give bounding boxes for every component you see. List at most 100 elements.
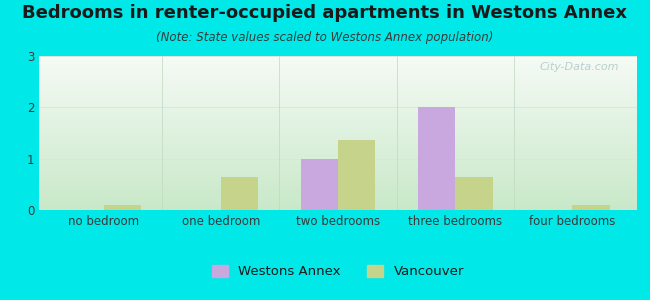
Bar [300, 158, 338, 210]
Bar [39, 187, 637, 188]
Bar [39, 152, 637, 153]
Bar [39, 74, 637, 75]
Bar [39, 90, 637, 91]
Bar [39, 185, 637, 186]
Bar [39, 94, 637, 95]
Bar [39, 97, 637, 98]
Bar [39, 110, 637, 111]
Bar [39, 111, 637, 112]
Bar [39, 103, 637, 104]
Bar [39, 206, 637, 207]
Bar [39, 164, 637, 165]
Bar [39, 203, 637, 204]
Bar [39, 91, 637, 92]
Bar [39, 182, 637, 183]
Bar [39, 173, 637, 174]
Bar [39, 150, 637, 151]
Bar [39, 115, 637, 116]
Bar [39, 207, 637, 208]
Bar [39, 87, 637, 88]
Bar [39, 142, 637, 143]
Bar [39, 83, 637, 84]
Bar [39, 84, 637, 85]
Bar [39, 88, 637, 89]
Bar [39, 104, 637, 105]
Bar [39, 140, 637, 141]
Bar [39, 78, 637, 79]
Bar [39, 73, 637, 74]
Bar [39, 144, 637, 145]
Bar [39, 191, 637, 192]
Bar [39, 148, 637, 149]
Bar [39, 80, 637, 81]
Bar [39, 96, 637, 97]
Bar [39, 159, 637, 160]
Bar [39, 162, 637, 163]
Bar [39, 154, 637, 155]
Bar [39, 77, 637, 78]
Bar [39, 200, 637, 201]
Bar [39, 81, 637, 82]
Bar [39, 184, 637, 185]
Bar [573, 205, 610, 210]
Bar [39, 130, 637, 131]
Bar [39, 165, 637, 166]
Bar [39, 99, 637, 100]
Bar [39, 189, 637, 190]
Bar [39, 102, 637, 103]
Bar [39, 106, 637, 107]
Bar [39, 166, 637, 167]
Bar [39, 208, 637, 209]
Bar [39, 56, 637, 57]
Bar [39, 147, 637, 148]
Bar [39, 170, 637, 171]
Bar [39, 112, 637, 113]
Bar [338, 140, 376, 210]
Bar [39, 198, 637, 199]
Bar [39, 131, 637, 132]
Bar [39, 163, 637, 164]
Bar [39, 61, 637, 62]
Bar [39, 178, 637, 179]
Bar [103, 205, 141, 210]
Bar [39, 65, 637, 66]
Bar [39, 136, 637, 137]
Bar [39, 66, 637, 67]
Bar [39, 172, 637, 173]
Bar [39, 105, 637, 106]
Text: City-Data.com: City-Data.com [540, 62, 619, 72]
Bar [39, 70, 637, 71]
Bar [39, 122, 637, 123]
Bar [39, 113, 637, 114]
Text: (Note: State values scaled to Westons Annex population): (Note: State values scaled to Westons An… [156, 32, 494, 44]
Bar [39, 68, 637, 69]
Bar [39, 161, 637, 162]
Bar [39, 129, 637, 130]
Bar [39, 146, 637, 147]
Bar [39, 85, 637, 86]
Bar [39, 117, 637, 118]
Bar [39, 195, 637, 196]
Bar [39, 138, 637, 139]
Bar [39, 168, 637, 169]
Bar [39, 196, 637, 197]
Bar [39, 202, 637, 203]
Bar [39, 153, 637, 154]
Bar [39, 72, 637, 73]
Bar [39, 82, 637, 83]
Bar [39, 190, 637, 191]
Bar [39, 143, 637, 144]
Bar [39, 76, 637, 77]
Legend: Westons Annex, Vancouver: Westons Annex, Vancouver [207, 260, 469, 284]
Bar [39, 63, 637, 64]
Bar [39, 158, 637, 159]
Bar [39, 121, 637, 122]
Bar [39, 114, 637, 115]
Bar [221, 176, 258, 210]
Bar [39, 86, 637, 87]
Bar [39, 194, 637, 195]
Bar [39, 98, 637, 99]
Bar [39, 157, 637, 158]
Bar [39, 126, 637, 127]
Bar [39, 175, 637, 176]
